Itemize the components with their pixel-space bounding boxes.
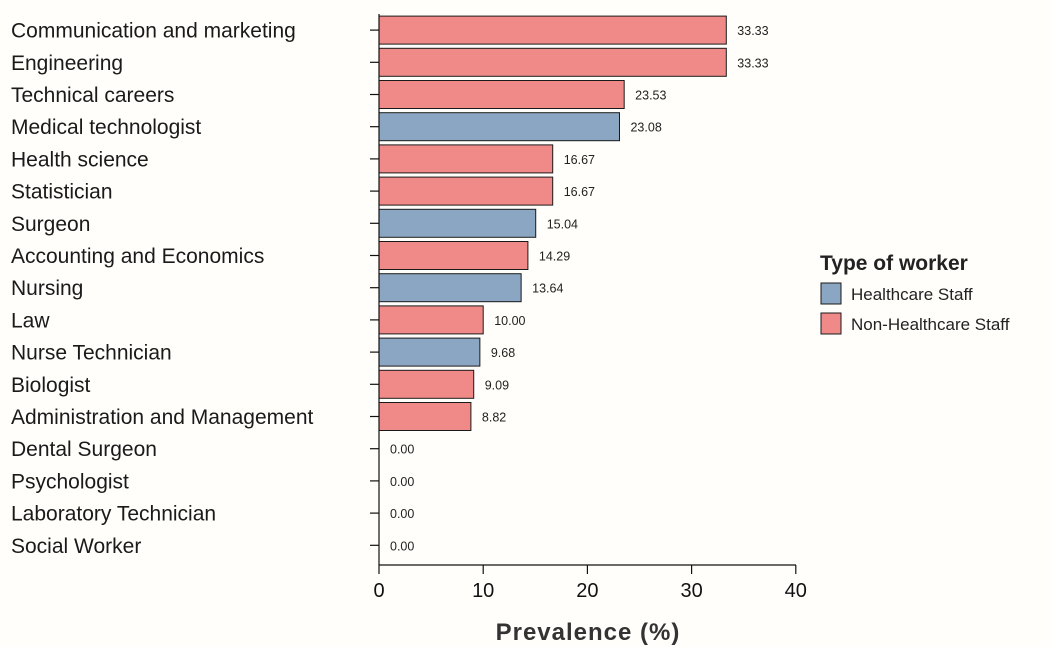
bar bbox=[378, 112, 620, 142]
value-label: 10.00 bbox=[494, 314, 525, 328]
category-label: Medical technologist bbox=[11, 116, 201, 139]
bar bbox=[378, 176, 554, 206]
value-label: 9.68 bbox=[491, 346, 515, 360]
legend-swatch bbox=[820, 282, 842, 305]
category-label: Communication and marketing bbox=[11, 20, 296, 43]
legend-swatch bbox=[820, 312, 842, 335]
value-label: 8.82 bbox=[482, 411, 506, 425]
category-label: Laboratory Technician bbox=[11, 503, 216, 526]
bar bbox=[378, 47, 727, 77]
value-label: 14.29 bbox=[539, 250, 570, 264]
value-label: 0.00 bbox=[390, 475, 414, 489]
legend-label: Healthcare Staff bbox=[851, 285, 973, 304]
legend-label: Non-Healthcare Staff bbox=[851, 315, 1010, 334]
x-axis-title: Prevalence (%) bbox=[496, 619, 681, 646]
category-label: Surgeon bbox=[11, 213, 90, 236]
value-label: 0.00 bbox=[390, 443, 414, 457]
category-label: Nursing bbox=[11, 277, 83, 300]
category-labels: Communication and marketing Engineering Te… bbox=[11, 20, 314, 558]
category-label: Biologist bbox=[11, 374, 91, 397]
bar bbox=[378, 369, 475, 399]
x-tick-label: 40 bbox=[785, 580, 807, 602]
bar bbox=[378, 208, 537, 238]
bar bbox=[378, 241, 529, 270]
value-labels: 33.33 33.33 23.53 23.08 16.67 16.67 15.04 14.29… bbox=[390, 24, 769, 553]
value-label: 15.04 bbox=[547, 217, 578, 231]
category-label: Dental Surgeon bbox=[11, 438, 157, 461]
category-label: Technical careers bbox=[11, 84, 174, 107]
bar bbox=[378, 80, 625, 109]
category-label: Social Worker bbox=[11, 535, 141, 558]
bar bbox=[378, 402, 472, 431]
x-tick-label: 0 bbox=[373, 580, 384, 602]
bar bbox=[378, 144, 554, 174]
value-label: 0.00 bbox=[390, 539, 414, 553]
value-label: 0.00 bbox=[390, 507, 414, 521]
bar bbox=[378, 337, 481, 367]
category-label: Engineering bbox=[11, 52, 123, 75]
category-label: Health science bbox=[11, 148, 149, 171]
value-label: 23.08 bbox=[630, 121, 661, 135]
legend: Type of worker Healthcare Staff Non-Healt… bbox=[820, 252, 1010, 335]
x-tick-label: 20 bbox=[576, 580, 598, 602]
value-label: 33.33 bbox=[737, 24, 768, 38]
bar bbox=[378, 273, 522, 303]
category-label: Law bbox=[11, 309, 50, 332]
value-label: 23.53 bbox=[635, 89, 666, 103]
bars bbox=[378, 15, 727, 431]
x-tick-label: 10 bbox=[472, 580, 494, 602]
category-label: Psychologist bbox=[11, 470, 129, 493]
value-label: 9.09 bbox=[485, 378, 509, 392]
value-label: 13.64 bbox=[532, 282, 563, 296]
x-tick-label: 30 bbox=[680, 580, 702, 602]
category-label: Accounting and Economics bbox=[11, 245, 264, 268]
category-label: Administration and Management bbox=[11, 406, 314, 429]
value-label: 16.67 bbox=[564, 185, 595, 199]
bar bbox=[378, 305, 484, 335]
legend-title: Type of worker bbox=[820, 252, 968, 275]
x-ticks: 0 10 20 30 40 bbox=[373, 565, 807, 602]
value-label: 16.67 bbox=[564, 153, 595, 167]
value-label: 33.33 bbox=[737, 56, 768, 70]
category-label: Statistician bbox=[11, 181, 113, 204]
bar bbox=[378, 15, 727, 45]
category-label: Nurse Technician bbox=[11, 342, 172, 365]
